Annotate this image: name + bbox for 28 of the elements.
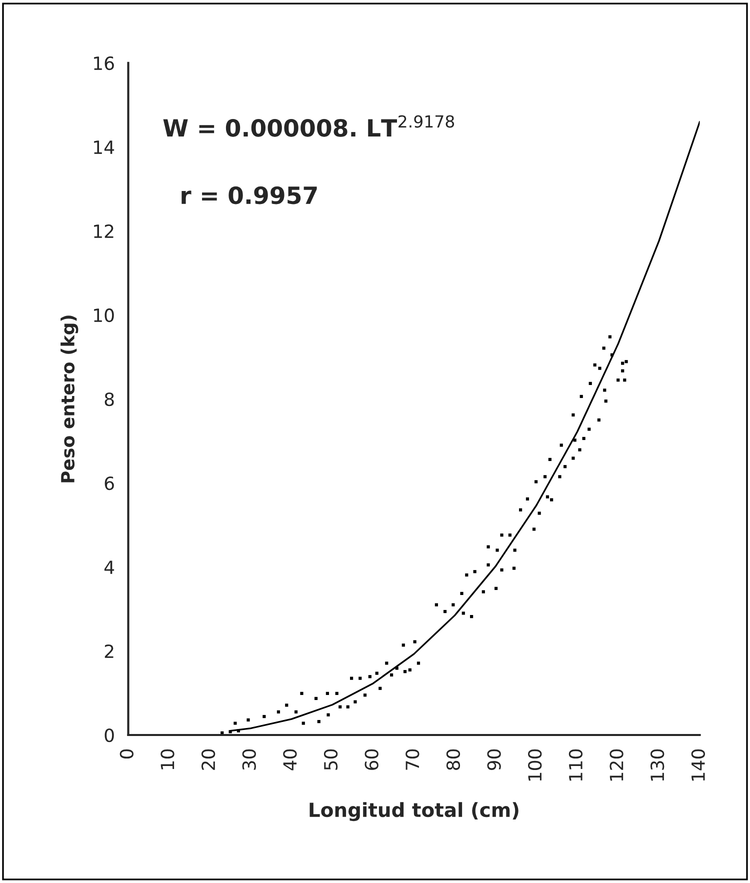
x-axis-title: Longitud total (cm) xyxy=(310,802,518,822)
x-tick-label: 130 xyxy=(650,749,664,781)
x-tick-label: 30 xyxy=(242,749,256,770)
x-tick-label: 100 xyxy=(528,749,542,781)
x-tick-label: 60 xyxy=(364,749,378,770)
x-tick-label: 90 xyxy=(487,749,501,770)
x-tick-label: 120 xyxy=(610,749,624,781)
y-tick-label: 8 xyxy=(104,392,114,406)
y-tick-label: 6 xyxy=(104,476,114,490)
x-tick-label: 20 xyxy=(201,749,216,770)
y-tick-label: 0 xyxy=(104,728,114,742)
annotation: W = 0.000008. LT$^{2.9178}$ xyxy=(163,115,454,137)
x-tick-label: 80 xyxy=(446,749,460,770)
y-tick-label: 2 xyxy=(104,644,114,658)
y-tick-label: 4 xyxy=(104,560,114,574)
x-tick-label: 110 xyxy=(568,749,583,781)
y-tick-label: 16 xyxy=(94,56,114,70)
y-axis-title: Peso entero (kg) xyxy=(60,316,78,482)
x-tick-label: 40 xyxy=(283,749,297,770)
x-tick-label: 70 xyxy=(406,749,420,770)
y-tick-label: 10 xyxy=(94,308,114,322)
x-tick-label: 10 xyxy=(160,749,174,770)
y-tick-label: 12 xyxy=(94,224,114,238)
x-tick-label: 50 xyxy=(324,749,338,770)
x-tick-label: 140 xyxy=(691,749,705,781)
x-tick-label: 0 xyxy=(120,749,134,758)
annotation: r = 0.9957 xyxy=(182,186,317,204)
y-tick-label: 14 xyxy=(94,140,114,154)
